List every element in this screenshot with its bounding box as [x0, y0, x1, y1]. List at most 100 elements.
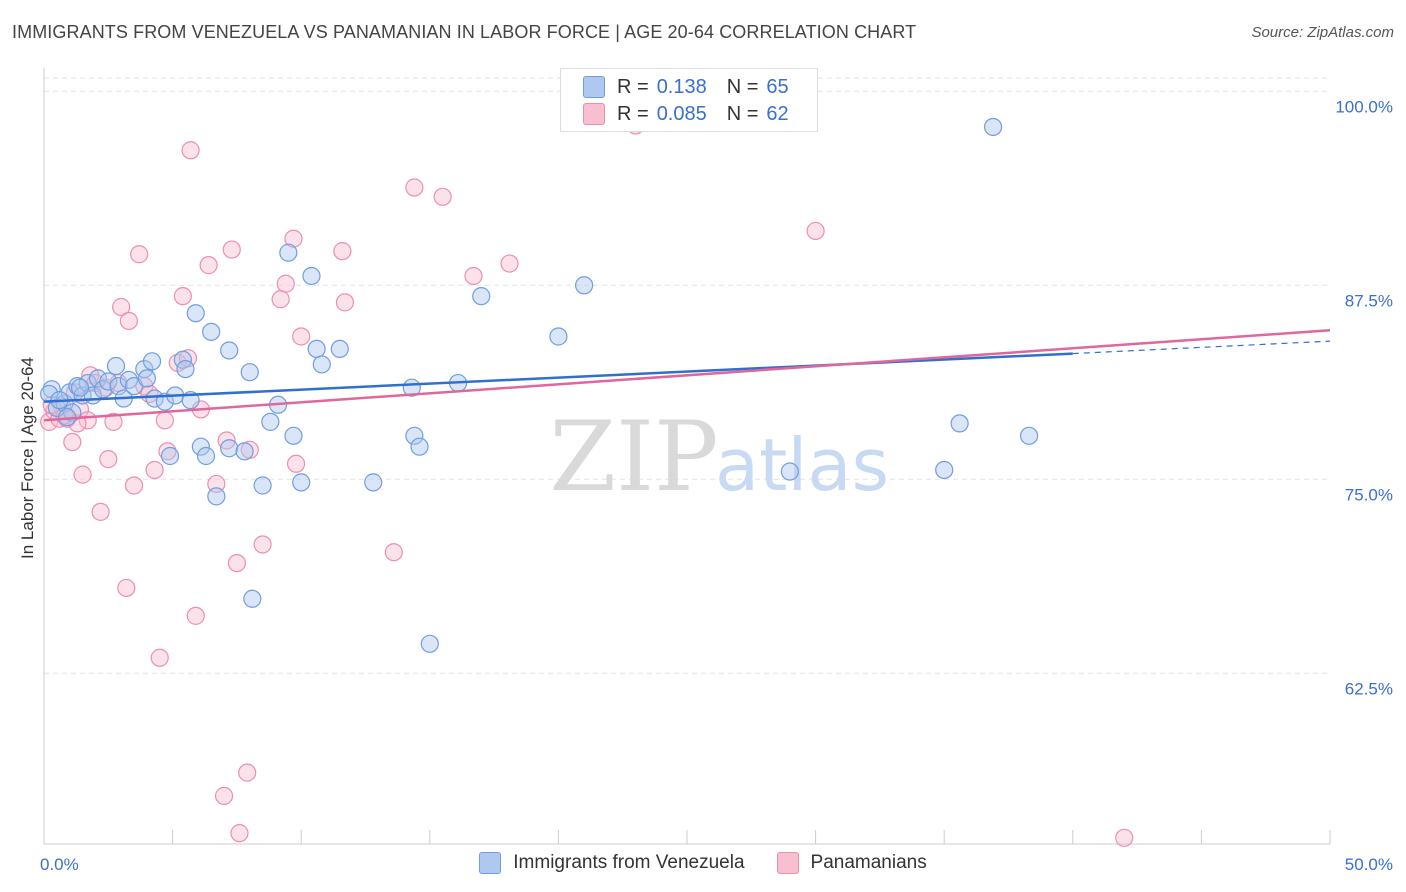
- point-venezuela: [935, 460, 954, 480]
- point-panamanians: [130, 245, 149, 264]
- point-panamanians: [173, 287, 192, 306]
- point-venezuela: [420, 634, 439, 653]
- y-tick-labels: 62.5% 75.0% 87.5% 100.0%: [1335, 97, 1393, 698]
- point-panamanians: [806, 221, 825, 241]
- point-panamanians: [104, 412, 123, 431]
- trend-line-venezuela-extension: [1072, 340, 1331, 355]
- point-panamanians: [271, 290, 290, 309]
- trend-line-panamanians: [43, 329, 1331, 422]
- point-venezuela: [549, 327, 568, 346]
- point-panamanians: [150, 648, 169, 667]
- y-tick-label: 100.0%: [1335, 97, 1393, 116]
- legend-n-value: 65: [766, 75, 789, 98]
- point-venezuela: [312, 355, 331, 374]
- point-venezuela: [106, 356, 126, 376]
- point-venezuela: [410, 437, 429, 456]
- point-panamanians: [253, 535, 272, 554]
- watermark-atlas: atlas: [715, 423, 889, 507]
- legend-label-venezuela: Immigrants from Venezuela: [513, 852, 745, 873]
- point-panamanians: [292, 327, 311, 346]
- point-panamanians: [91, 502, 110, 521]
- legend-item-panamanians[interactable]: Panamanians: [776, 852, 927, 874]
- point-panamanians: [112, 297, 131, 317]
- point-panamanians: [464, 266, 483, 286]
- point-venezuela: [142, 352, 162, 371]
- point-panamanians: [117, 578, 136, 598]
- point-venezuela: [292, 473, 311, 492]
- point-panamanians: [99, 450, 118, 469]
- legend-row-venezuela: R = 0.138 N = 65: [583, 74, 789, 100]
- point-venezuela: [279, 243, 298, 262]
- point-panamanians: [181, 141, 200, 160]
- point-venezuela: [780, 462, 799, 481]
- point-venezuela: [950, 414, 969, 433]
- legend-r-label: R =: [617, 75, 649, 98]
- watermark-zip: ZIP: [549, 401, 718, 513]
- legend-item-venezuela[interactable]: Immigrants from Venezuela: [479, 852, 745, 874]
- point-panamanians: [119, 311, 138, 331]
- point-venezuela: [207, 487, 226, 506]
- point-panamanians: [207, 474, 226, 494]
- point-venezuela: [235, 442, 254, 461]
- point-venezuela: [405, 426, 424, 445]
- series-legend: Immigrants from Venezuela Panamanians: [0, 852, 1406, 874]
- x-tick-label: 50.0%: [1345, 855, 1393, 874]
- point-venezuela: [364, 473, 383, 492]
- point-venezuela: [160, 446, 180, 466]
- chart-title: IMMIGRANTS FROM VENEZUELA VS PANAMANIAN …: [12, 22, 917, 42]
- point-panamanians: [124, 476, 144, 495]
- legend-swatch-panamanians: [583, 103, 605, 125]
- point-panamanians: [1115, 828, 1134, 847]
- point-panamanians: [155, 411, 174, 430]
- point-panamanians: [214, 786, 234, 805]
- point-panamanians: [286, 454, 306, 473]
- point-panamanians: [186, 606, 205, 625]
- point-panamanians: [335, 293, 355, 312]
- legend-swatch-panamanians: [776, 852, 799, 874]
- point-venezuela: [472, 287, 491, 306]
- point-venezuela: [240, 363, 259, 382]
- legend-n-value: 62: [766, 102, 789, 125]
- y-axis-title: In Labor Force | Age 20-64: [18, 357, 37, 559]
- point-venezuela: [220, 439, 239, 458]
- trend-lines: [43, 329, 1331, 422]
- point-venezuela: [70, 378, 90, 397]
- point-venezuela: [330, 339, 349, 359]
- x-tick-labels: 0.0% 50.0%: [40, 855, 1393, 874]
- legend-n-label: N =: [726, 102, 759, 125]
- legend-label-panamanians: Panamanians: [810, 852, 927, 873]
- point-panamanians: [227, 553, 246, 573]
- point-venezuela: [196, 446, 216, 466]
- point-panamanians: [333, 242, 352, 261]
- point-venezuela: [253, 476, 272, 495]
- legend-row-panamanians: R = 0.085 N = 62: [583, 101, 789, 127]
- point-panamanians: [73, 465, 92, 484]
- legend-swatch-venezuela: [583, 76, 605, 98]
- point-panamanians: [433, 187, 452, 206]
- source-label: Source: ZipAtlas.com: [1251, 24, 1394, 41]
- point-venezuela: [284, 426, 303, 445]
- stats-legend: R = 0.138 N = 65 R = 0.085 N = 62: [560, 68, 818, 132]
- legend-r-label: R =: [617, 102, 649, 125]
- watermark: ZIP atlas: [549, 401, 889, 513]
- legend-r-value: 0.085: [656, 102, 707, 125]
- point-venezuela: [176, 359, 195, 379]
- point-venezuela: [261, 412, 280, 431]
- point-venezuela: [1019, 426, 1039, 445]
- y-tick-label: 75.0%: [1345, 485, 1393, 504]
- trend-line-venezuela: [43, 352, 1073, 403]
- point-panamanians: [222, 240, 241, 259]
- point-venezuela: [302, 266, 321, 286]
- legend-swatch-venezuela: [479, 852, 502, 874]
- point-panamanians: [284, 229, 303, 248]
- point-panamanians: [199, 256, 218, 275]
- y-tick-label: 87.5%: [1345, 291, 1393, 310]
- point-venezuela: [191, 437, 210, 456]
- point-panamanians: [405, 178, 424, 197]
- point-venezuela: [137, 369, 156, 388]
- point-venezuela: [575, 276, 594, 295]
- point-panamanians: [238, 763, 257, 782]
- point-venezuela: [55, 394, 74, 413]
- point-panamanians: [276, 274, 295, 293]
